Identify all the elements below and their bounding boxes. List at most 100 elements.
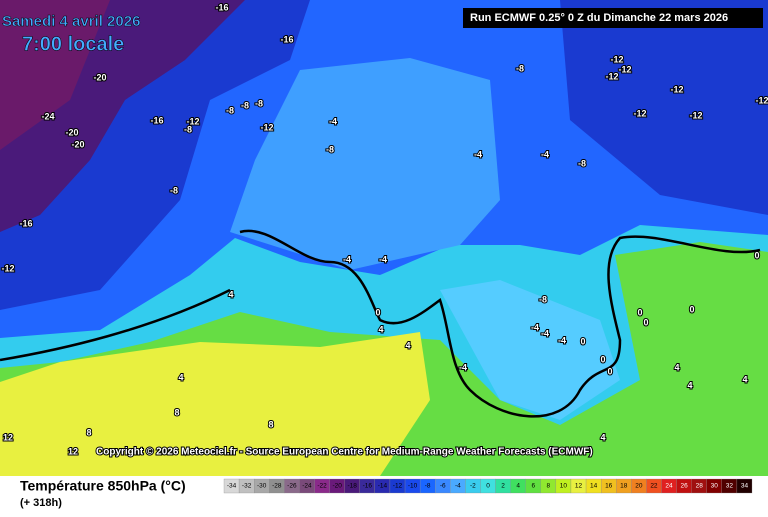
isotherm-label: 0 — [580, 336, 585, 346]
legend-tick-label: 24 — [665, 483, 673, 490]
legend-tick-label: -18 — [348, 483, 358, 490]
footer-subtitle: (+ 318h) — [20, 497, 62, 509]
legend-tick-label: -34 — [227, 483, 237, 490]
legend-tick-label: -2 — [470, 483, 476, 490]
legend-tick-label: -14 — [378, 483, 388, 490]
isotherm-label: 4 — [378, 324, 383, 334]
legend-tick-label: -20 — [332, 483, 342, 490]
isotherm-label: -12 — [689, 110, 702, 120]
legend-tick-label: -10 — [408, 483, 418, 490]
legend-tick-label: 26 — [680, 483, 688, 490]
isotherm-label: -8 — [241, 100, 249, 110]
isotherm-label: -8 — [516, 63, 524, 73]
run-box — [463, 8, 763, 28]
legend-tick-label: -30 — [257, 483, 267, 490]
isotherm-label: -4 — [459, 362, 467, 372]
legend-tick-label: 32 — [726, 483, 734, 490]
isotherm-label: -16 — [280, 34, 293, 44]
run-info: Run ECMWF 0.25° 0 Z du Dimanche 22 mars … — [470, 12, 728, 24]
isotherm-label: 8 — [86, 427, 91, 437]
legend-tick-label: -22 — [317, 483, 327, 490]
isotherm-label: -8 — [539, 294, 547, 304]
isotherm-label: -16 — [215, 2, 228, 12]
legend-tick-label: -8 — [425, 483, 431, 490]
legend-tick-label: -26 — [287, 483, 297, 490]
isotherm-label: -16 — [150, 115, 163, 125]
isotherm-label: 0 — [607, 366, 612, 376]
isotherm-label: -20 — [65, 127, 78, 137]
map-background — [0, 0, 768, 476]
isotherm-label: -20 — [71, 139, 84, 149]
isotherm-label: 12 — [68, 446, 78, 456]
legend-tick-label: 22 — [650, 483, 658, 490]
isotherm-label: -8 — [255, 98, 263, 108]
isotherm-label: 4 — [228, 289, 233, 299]
legend-tick-label: 2 — [501, 483, 505, 490]
isotherm-label: -4 — [541, 149, 549, 159]
legend-tick-label: 10 — [560, 483, 568, 490]
isotherm-label: 0 — [600, 354, 605, 364]
legend: -34 -32 -30 -28 -26 -24 -22 -20 -18 -16 -14 -12 -10-… — [223, 478, 753, 494]
isotherm-label: -12 — [755, 95, 768, 105]
legend-tick-label: -16 — [363, 483, 373, 490]
isotherm-label: 0 — [637, 307, 642, 317]
isotherm-label: -4 — [343, 254, 351, 264]
isotherm-label: -4 — [541, 328, 549, 338]
isotherm-label: -20 — [93, 72, 106, 82]
isotherm-label: -12 — [633, 108, 646, 118]
isotherm-label: 8 — [268, 419, 273, 429]
legend-tick-label: 6 — [531, 483, 535, 490]
isotherm-label: 0 — [643, 317, 648, 327]
legend-tick-label: 0 — [486, 483, 490, 490]
legend-tick-label: -24 — [302, 483, 312, 490]
isotherm-label: -12 — [1, 263, 14, 273]
legend-tick-label: -32 — [242, 483, 252, 490]
legend-tick-label: 12 — [575, 483, 583, 490]
isotherm-label: -4 — [558, 335, 566, 345]
isotherm-label: 4 — [405, 340, 410, 350]
legend-tick-label: -28 — [272, 483, 282, 490]
isotherm-label: -24 — [41, 111, 54, 121]
isotherm-label: 12 — [3, 432, 13, 442]
isotherm-label: -4 — [379, 254, 387, 264]
isotherm-label: -12 — [670, 84, 683, 94]
isotherm-label: -8 — [170, 185, 178, 195]
isotherm-label: -8 — [226, 105, 234, 115]
isotherm-label: -12 — [610, 54, 623, 64]
isotherm-label: -4 — [329, 116, 337, 126]
legend-tick-label: 16 — [605, 483, 613, 490]
legend-tick-label: 30 — [711, 483, 719, 490]
isotherm-label: -12 — [605, 71, 618, 81]
isotherm-label: -4 — [474, 149, 482, 159]
legend-tick-label: 4 — [516, 483, 520, 490]
legend-tick-label: 34 — [741, 483, 749, 490]
time: 7:00 locale — [22, 33, 124, 55]
isotherm-labels: -16-16-20-24-20-20-16 -12-8-8 -8 -8-12-4-8-… — [0, 1, 768, 457]
isotherm-label: -8 — [184, 124, 192, 134]
isotherm-label: 4 — [178, 372, 183, 382]
footer-title: Température 850hPa (°C) — [20, 478, 186, 494]
isotherm-label: 8 — [174, 407, 179, 417]
isotherm-label: 4 — [687, 380, 692, 390]
isotherm-label: -12 — [618, 64, 631, 74]
legend-tick-label: 14 — [590, 483, 598, 490]
isotherm-label: -4 — [531, 322, 539, 332]
legend-tick-label: 8 — [547, 483, 551, 490]
copyright: Copyright © 2026 Meteociel.fr - Source E… — [96, 447, 593, 458]
legend-tick-label: 18 — [620, 483, 628, 490]
date: Samedi 4 avril 2026 — [2, 13, 140, 30]
isotherm-label: 4 — [742, 374, 747, 384]
isotherm-label: -12 — [260, 122, 273, 132]
isotherm-label: 4 — [600, 432, 605, 442]
isotherm-label: 0 — [689, 304, 694, 314]
legend-tick-label: 28 — [696, 483, 704, 490]
isotherm-label: -8 — [578, 158, 586, 168]
legend-tick-label: -6 — [440, 483, 446, 490]
legend-tick-label: 20 — [635, 483, 643, 490]
isotherm-label: -8 — [326, 144, 334, 154]
isotherm-label: 0 — [375, 307, 380, 317]
isotherm-label: 4 — [674, 362, 679, 372]
isotherm-label: -16 — [19, 218, 32, 228]
isotherm-label: -12 — [186, 116, 199, 126]
